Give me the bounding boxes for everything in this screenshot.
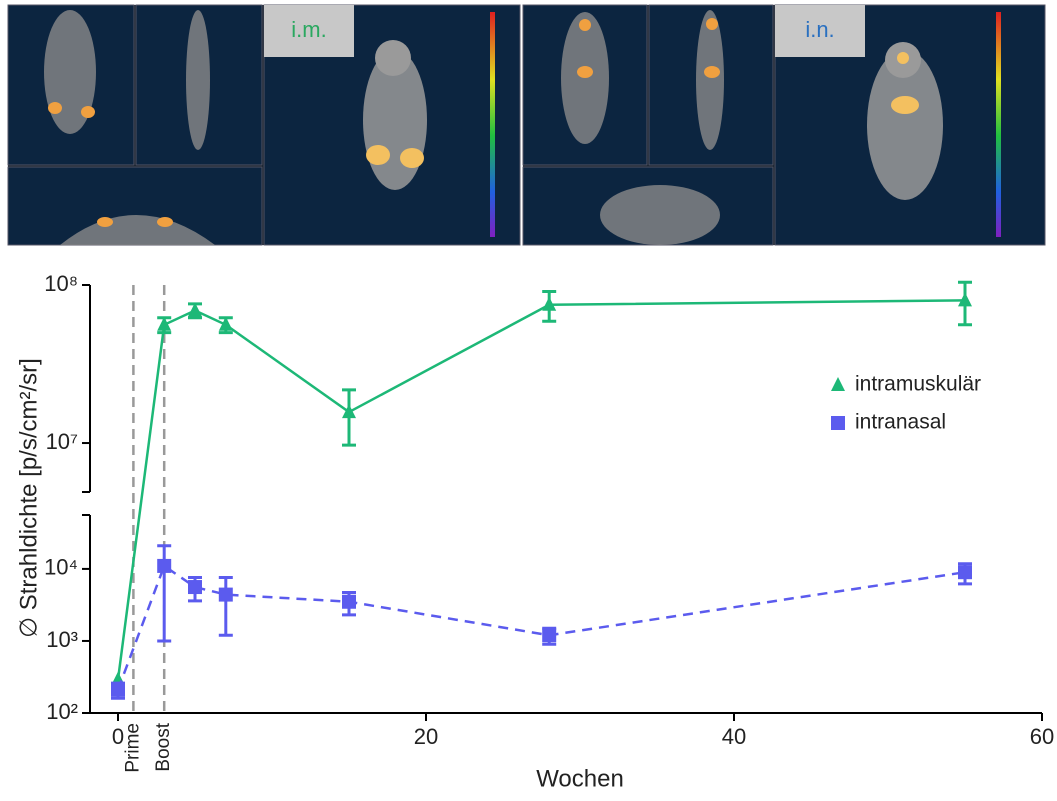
marker (542, 628, 556, 642)
imaging-im: i.m. (8, 5, 520, 245)
y-tick-label: 10² (46, 699, 78, 724)
y-tick-label: 10⁷ (46, 429, 78, 454)
image-label: i.n. (805, 17, 834, 42)
y-tick-label: 10⁴ (44, 555, 78, 580)
x-axis-title: Wochen (536, 765, 624, 792)
image-label: i.m. (291, 17, 326, 42)
x-tick-label: 40 (722, 724, 746, 749)
reference-label: Boost (153, 722, 174, 771)
marker (342, 595, 356, 609)
y-tick-label: 10⁸ (44, 271, 78, 296)
marker (219, 588, 233, 602)
legend-label: intranasal (855, 411, 946, 434)
imaging-in: i.n. (523, 5, 1045, 245)
marker (958, 565, 972, 579)
y-tick-label: 10³ (46, 627, 78, 652)
marker (342, 404, 356, 418)
marker (831, 416, 845, 430)
error-bar (219, 577, 233, 635)
x-tick-label: 60 (1030, 724, 1054, 749)
marker (188, 580, 202, 594)
legend-label: intramuskulär (855, 373, 981, 396)
series-line (118, 300, 965, 679)
marker (157, 559, 171, 573)
series-line (118, 566, 965, 690)
figure: i.m. i.n. 10²10³10⁴10⁷10⁸0204060PrimeBoo… (0, 0, 1057, 796)
reference-label: Prime (122, 723, 143, 773)
x-tick-label: 20 (414, 724, 438, 749)
y-axis-title: ∅ Strahldichte [p/s/cm²/sr] (15, 358, 42, 638)
marker (831, 377, 845, 391)
marker (111, 683, 125, 697)
